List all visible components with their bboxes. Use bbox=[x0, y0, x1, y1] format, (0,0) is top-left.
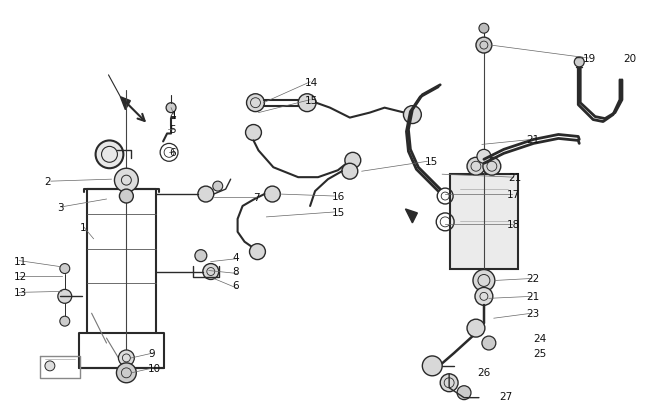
Text: 21: 21 bbox=[509, 173, 522, 183]
Polygon shape bbox=[120, 98, 131, 111]
Circle shape bbox=[116, 363, 136, 383]
Circle shape bbox=[483, 158, 500, 176]
Circle shape bbox=[404, 107, 421, 124]
Circle shape bbox=[482, 336, 496, 350]
Circle shape bbox=[45, 361, 55, 371]
Text: 20: 20 bbox=[623, 54, 636, 64]
Text: 6: 6 bbox=[233, 281, 239, 291]
Text: 27: 27 bbox=[499, 391, 512, 401]
Text: 14: 14 bbox=[305, 78, 318, 87]
Text: 16: 16 bbox=[332, 192, 345, 202]
Circle shape bbox=[477, 150, 491, 164]
Circle shape bbox=[467, 158, 485, 176]
Text: 4: 4 bbox=[169, 110, 176, 120]
Text: 2: 2 bbox=[44, 177, 51, 187]
Circle shape bbox=[467, 320, 485, 337]
Circle shape bbox=[114, 169, 138, 193]
Text: 4: 4 bbox=[233, 252, 239, 262]
Circle shape bbox=[457, 386, 471, 400]
Circle shape bbox=[246, 125, 261, 141]
Circle shape bbox=[203, 264, 219, 280]
Circle shape bbox=[575, 58, 584, 68]
Circle shape bbox=[96, 141, 124, 169]
Text: 15: 15 bbox=[332, 207, 345, 217]
Text: 17: 17 bbox=[507, 190, 520, 200]
Circle shape bbox=[345, 153, 361, 169]
Circle shape bbox=[118, 350, 135, 366]
Circle shape bbox=[342, 164, 358, 180]
Text: 9: 9 bbox=[148, 348, 155, 358]
Text: 24: 24 bbox=[534, 333, 547, 343]
Text: 7: 7 bbox=[254, 192, 260, 202]
Text: 11: 11 bbox=[14, 256, 27, 266]
Circle shape bbox=[166, 103, 176, 113]
Circle shape bbox=[476, 38, 492, 54]
Bar bbox=[450, 175, 517, 269]
Text: 13: 13 bbox=[14, 288, 27, 298]
Circle shape bbox=[58, 290, 72, 304]
Text: 21: 21 bbox=[526, 292, 540, 302]
Text: 22: 22 bbox=[526, 274, 540, 284]
Circle shape bbox=[60, 264, 70, 274]
Text: 1: 1 bbox=[80, 222, 86, 232]
Circle shape bbox=[440, 374, 458, 392]
Text: 21: 21 bbox=[526, 135, 540, 145]
Circle shape bbox=[246, 94, 265, 112]
Circle shape bbox=[265, 187, 280, 202]
Circle shape bbox=[422, 356, 442, 376]
Circle shape bbox=[198, 187, 214, 202]
Circle shape bbox=[120, 190, 133, 203]
Circle shape bbox=[473, 270, 495, 292]
Text: 19: 19 bbox=[583, 54, 597, 64]
Text: 25: 25 bbox=[534, 348, 547, 358]
Circle shape bbox=[298, 94, 316, 112]
Circle shape bbox=[195, 250, 207, 262]
Text: 3: 3 bbox=[57, 202, 64, 213]
Text: 23: 23 bbox=[526, 309, 540, 318]
Text: 8: 8 bbox=[233, 266, 239, 276]
Polygon shape bbox=[406, 209, 417, 223]
Text: 15: 15 bbox=[424, 157, 437, 167]
Circle shape bbox=[60, 316, 70, 326]
Circle shape bbox=[479, 24, 489, 34]
Circle shape bbox=[250, 244, 265, 260]
Text: 5: 5 bbox=[169, 125, 176, 135]
Circle shape bbox=[213, 182, 223, 192]
Text: 15: 15 bbox=[305, 96, 318, 105]
Text: 26: 26 bbox=[477, 367, 490, 377]
Circle shape bbox=[475, 288, 493, 305]
Text: 18: 18 bbox=[507, 220, 520, 229]
Text: 12: 12 bbox=[14, 272, 27, 282]
Text: 10: 10 bbox=[148, 363, 161, 373]
Text: 6: 6 bbox=[169, 148, 176, 158]
